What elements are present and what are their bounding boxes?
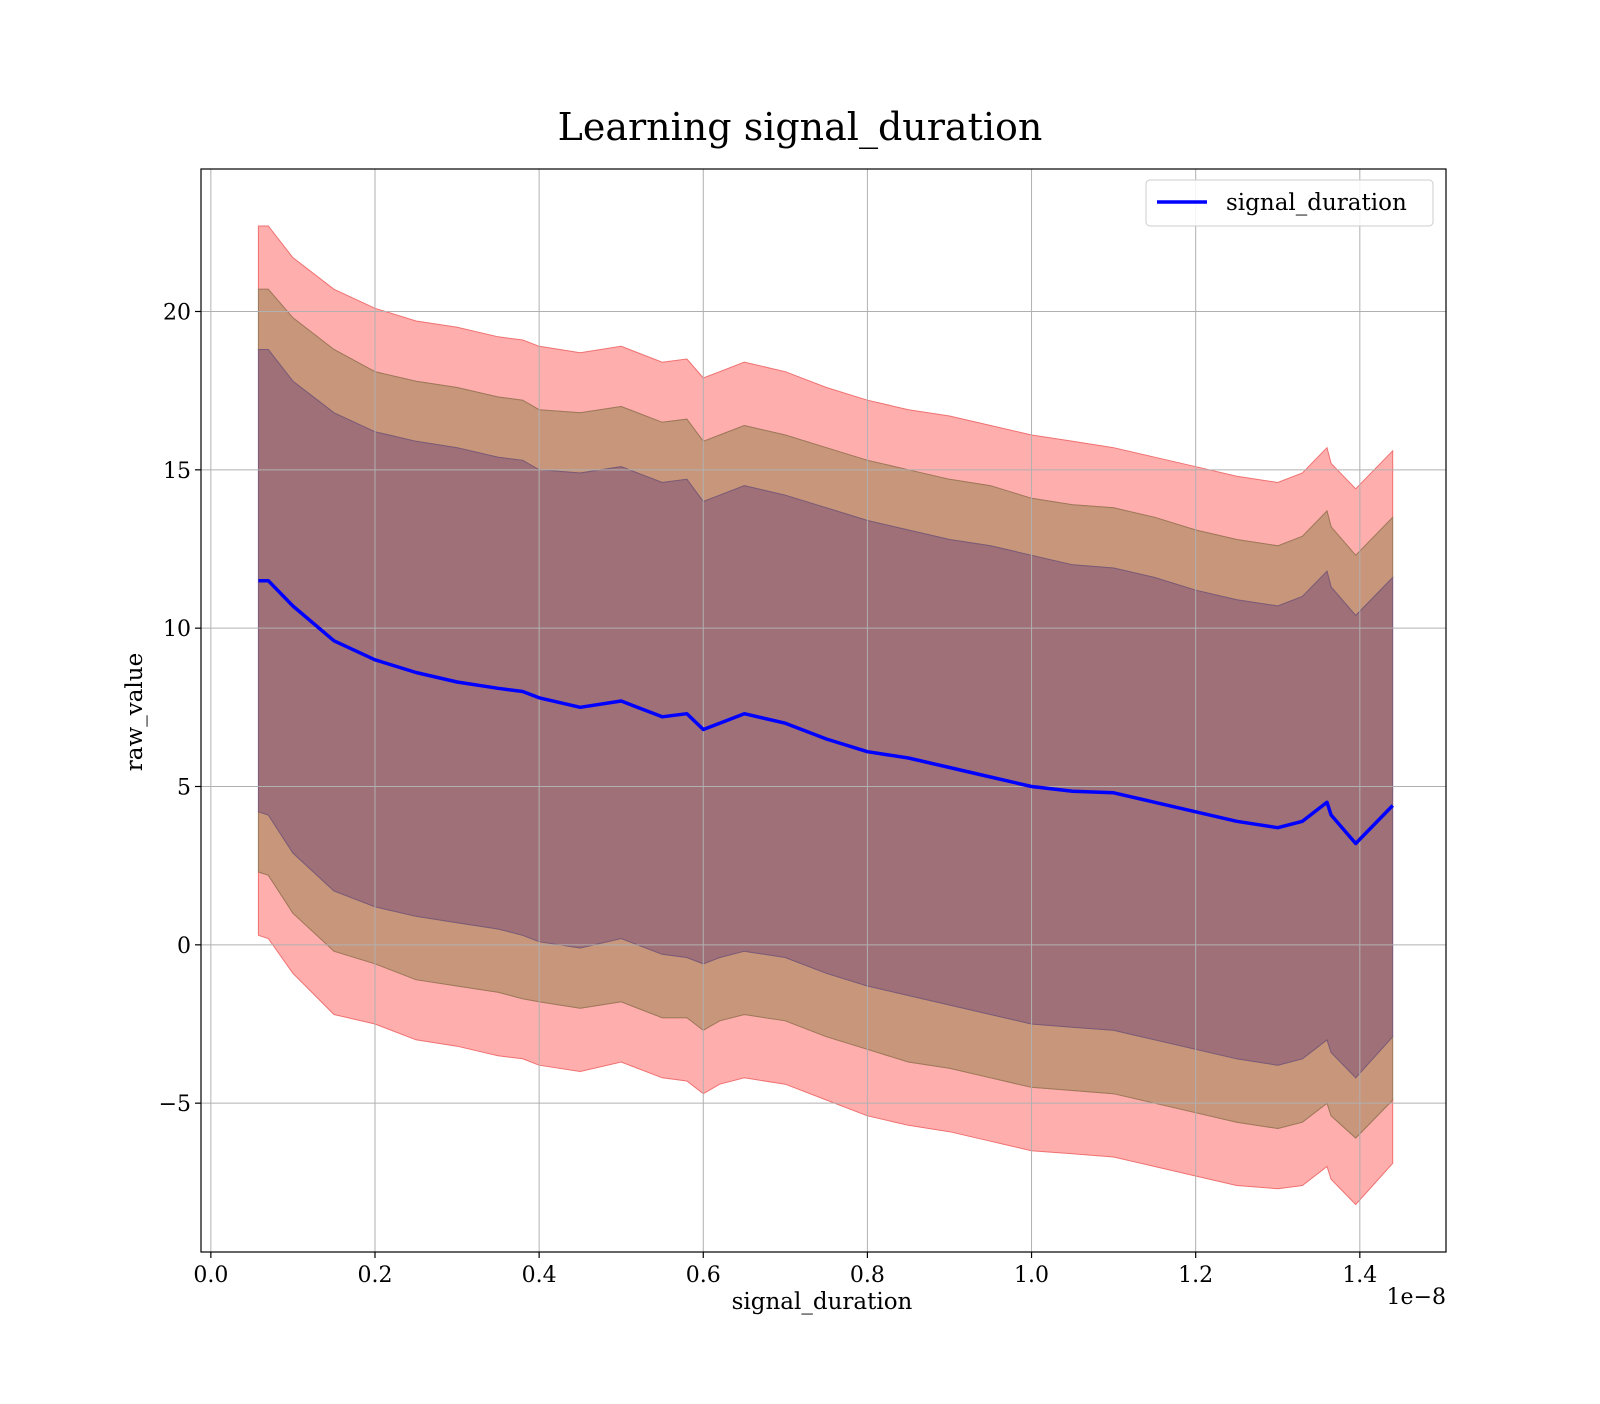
- x-tick-label: 1.0: [1014, 1263, 1049, 1288]
- x-tick-label: 0.0: [193, 1263, 228, 1288]
- x-tick-label: 0.2: [357, 1263, 392, 1288]
- series-line-signal-duration: [258, 578, 1394, 846]
- y-tick-label: −5: [159, 1092, 191, 1117]
- y-tick-label: 10: [163, 617, 191, 642]
- y-tick-label: 5: [177, 776, 191, 801]
- y-tick-label: 15: [163, 459, 191, 484]
- legend-label-signal-duration: signal_duration: [1226, 190, 1407, 216]
- x-axis-label: signal_duration: [732, 1289, 913, 1315]
- x-axis-offset-label: 1e−8: [1387, 1285, 1446, 1310]
- grid-lines: [201, 169, 1446, 1252]
- y-axis-label: raw_value: [122, 653, 148, 771]
- axis-ticks: 0.0 0.2 0.4 0.6 0.8 1.0 1.2 1.4 −5 0 5 10 15 20: [159, 301, 1378, 1289]
- y-tick-label: 0: [177, 934, 191, 959]
- legend: signal_duration: [1145, 179, 1434, 227]
- plot-frame: [200, 168, 1447, 1253]
- x-tick-label: 1.4: [1342, 1263, 1377, 1288]
- legend-box: [1145, 179, 1434, 227]
- x-tick-label: 0.6: [686, 1263, 721, 1288]
- y-tick-label: 20: [163, 301, 191, 326]
- x-tick-label: 1.2: [1178, 1263, 1213, 1288]
- series-line-layer: [258, 578, 1394, 846]
- x-tick-label: 0.4: [522, 1263, 557, 1288]
- confidence-bands: [257, 225, 1394, 1206]
- x-tick-label: 0.8: [850, 1263, 885, 1288]
- band-inner: [257, 349, 1394, 1079]
- chart-title: Learning signal_duration: [558, 105, 1043, 150]
